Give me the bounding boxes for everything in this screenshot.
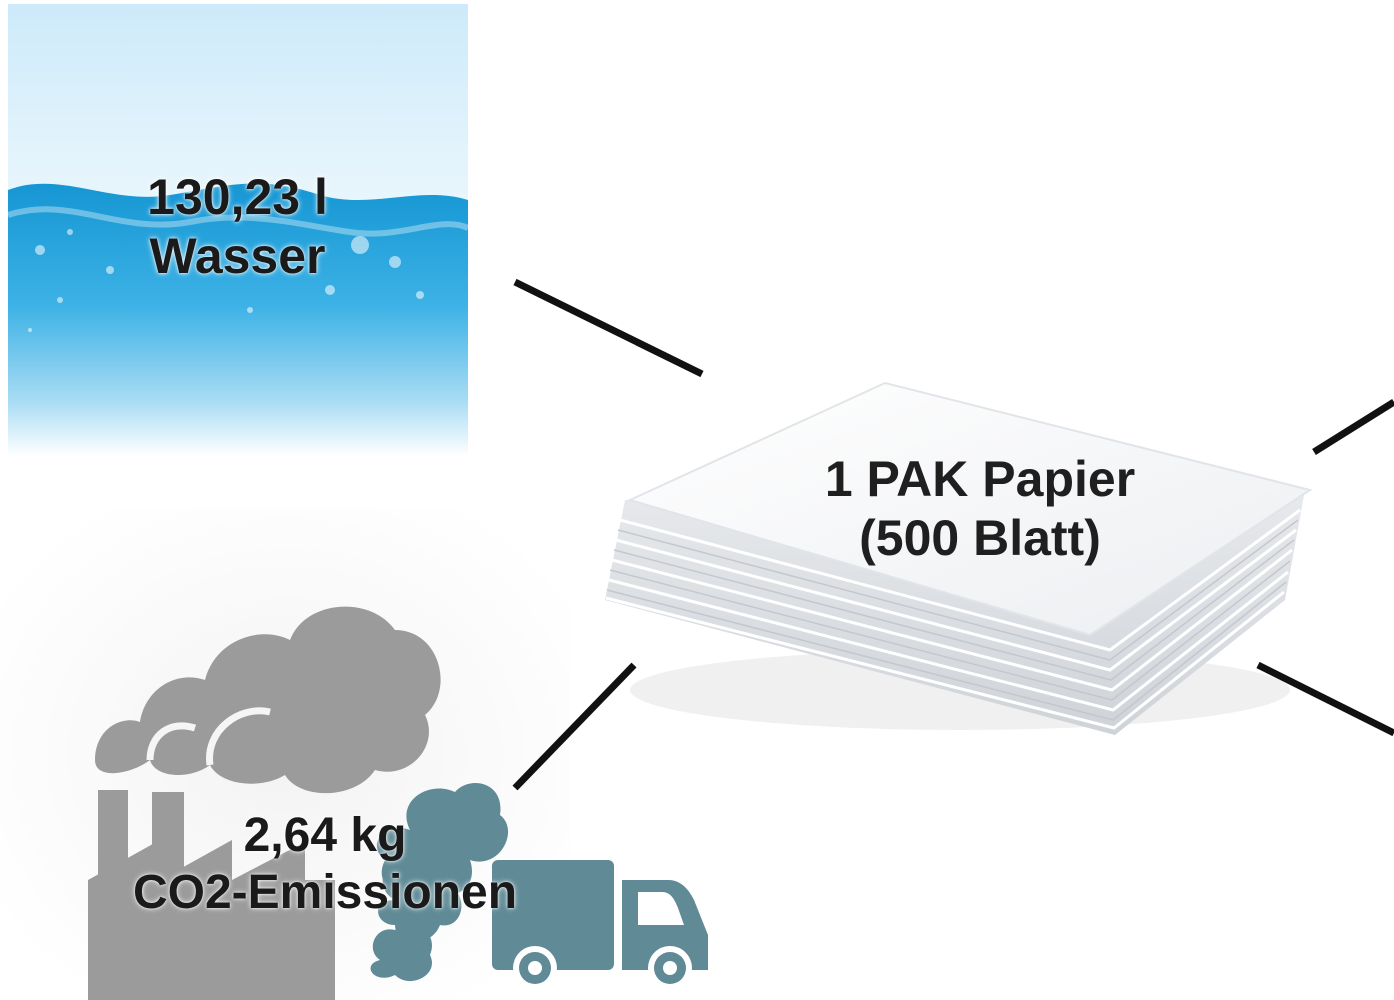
paper-center-label: 1 PAK Papier (500 Blatt) <box>770 450 1190 568</box>
paper-title: 1 PAK Papier <box>824 451 1136 507</box>
paper-stack-icon <box>605 381 1313 735</box>
connector-water <box>513 278 704 378</box>
smoke-gap-lines <box>146 707 271 766</box>
delivery-truck-icon <box>370 783 708 990</box>
co2-unit-text: CO2-Emissionen <box>132 865 518 919</box>
water-wave-icon <box>7 4 470 456</box>
water-amount: 130,23 l <box>147 169 328 225</box>
paper-subtitle: (500 Blatt) <box>859 510 1101 566</box>
truck-window <box>638 892 684 925</box>
water-value-label: 130,23 l Wasser <box>100 168 375 286</box>
co2-amount: 2,64 kg <box>243 809 407 862</box>
connector-top-right <box>1312 399 1394 455</box>
connector-co2 <box>512 662 637 791</box>
connector-bottom-right <box>1256 661 1394 737</box>
connector-lines <box>512 278 1394 791</box>
factory-smoke-icon <box>88 606 441 1000</box>
co2-value-label: 2,64 kg CO2-Emissionen <box>90 808 560 921</box>
water-unit-text: Wasser <box>149 228 326 284</box>
